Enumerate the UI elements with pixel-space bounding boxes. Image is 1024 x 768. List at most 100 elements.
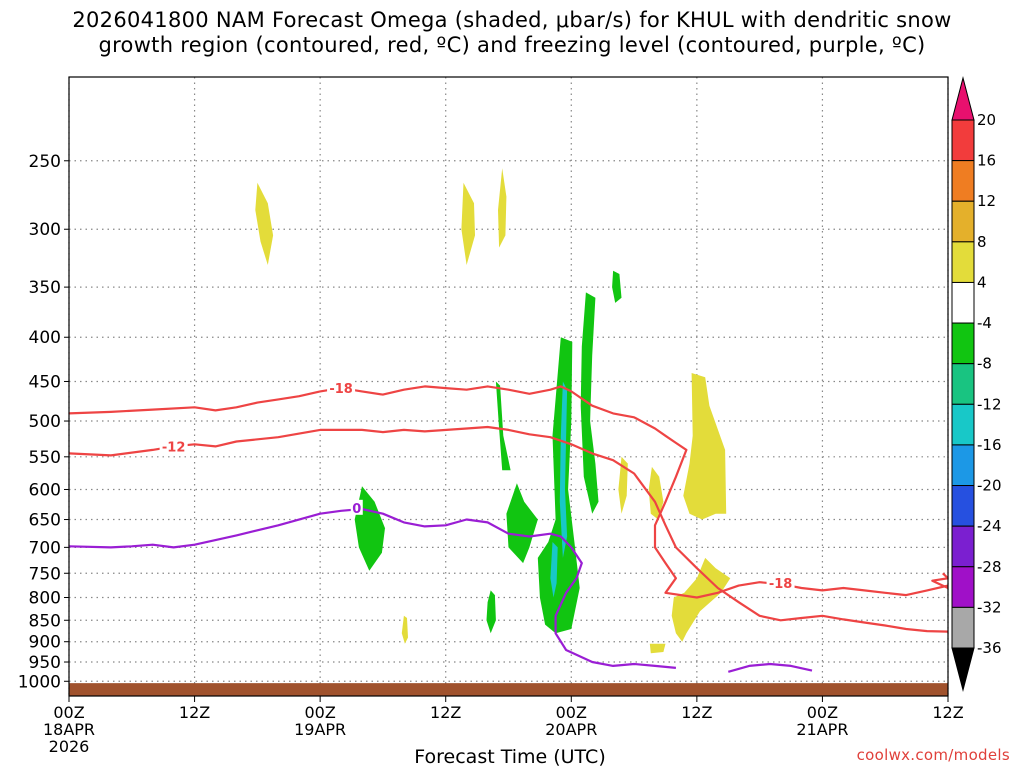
omega-region-7 xyxy=(354,486,385,571)
freezing-contour-label-0: 0 xyxy=(352,502,361,517)
colorbar-label-0: 20 xyxy=(977,111,996,129)
colorbar-label-11: -28 xyxy=(977,558,1002,576)
colorbar-label-6: -8 xyxy=(977,355,992,373)
chart-title-line-1: 2026041800 NAM Forecast Omega (shaded, μ… xyxy=(72,8,952,32)
colorbar-segment-7 xyxy=(951,403,975,446)
x-tick-label-24-0: 00Z xyxy=(304,703,335,722)
x-tick-label-48-1: 20APR xyxy=(545,720,597,739)
y-tick-label-1000: 1000 xyxy=(18,672,61,692)
colorbar-label-13: -36 xyxy=(977,639,1002,657)
colorbar-segment-1 xyxy=(951,160,975,202)
y-tick-label-800: 800 xyxy=(29,588,61,608)
y-axis-ticks: 2503003504004505005506006507007508008509… xyxy=(18,152,69,692)
omega-region-9 xyxy=(486,590,496,634)
omega-region-3 xyxy=(612,270,622,303)
omega-region-16 xyxy=(649,643,666,654)
freezing-contour-0 xyxy=(69,507,677,669)
omega-region-13 xyxy=(671,557,731,642)
plot-frame xyxy=(68,76,949,697)
temperature-contour-label-1: -12 xyxy=(162,440,186,455)
x-tick-label-48-0: 00Z xyxy=(556,703,587,722)
y-tick-label-950: 950 xyxy=(29,653,61,673)
y-tick-label-650: 650 xyxy=(29,511,61,531)
omega-region-8 xyxy=(506,483,538,564)
temperature-contour-label-2: -18 xyxy=(769,577,793,592)
temperature-contour-label-bg-0 xyxy=(327,380,356,396)
x-tick-label-60-0: 12Z xyxy=(681,703,712,722)
colorbar-label-12: -32 xyxy=(977,598,1002,616)
omega-region-15 xyxy=(618,456,628,514)
y-tick-label-250: 250 xyxy=(29,152,61,172)
freezing-contour-1 xyxy=(728,662,813,673)
omega-region-12 xyxy=(683,373,727,520)
x-tick-label-24-1: 19APR xyxy=(294,720,346,739)
temperature-contour-0 xyxy=(69,385,948,599)
colorbar-segment-10 xyxy=(951,525,975,568)
y-tick-label-400: 400 xyxy=(29,328,61,348)
x-axis-label: Forecast Time (UTC) xyxy=(414,746,606,768)
temperature-contour-label-bg-1 xyxy=(159,438,188,454)
colorbar-top-arrow xyxy=(951,76,975,121)
omega-region-10 xyxy=(559,381,568,558)
x-tick-label-72-0: 00Z xyxy=(807,703,838,722)
y-tick-label-300: 300 xyxy=(29,220,61,240)
colorbar-label-9: -20 xyxy=(977,477,1002,495)
colorbar-label-5: -4 xyxy=(977,314,992,332)
colorbar-label-2: 12 xyxy=(977,192,996,210)
colorbar-segment-0 xyxy=(951,119,975,162)
terrain-fill xyxy=(69,683,948,696)
y-tick-label-450: 450 xyxy=(29,372,61,392)
colorbar-label-1: 16 xyxy=(977,152,996,170)
colorbar-segment-12 xyxy=(951,606,975,649)
x-tick-label-0-0: 00Z xyxy=(53,703,84,722)
contours: -18 -12 -18 0 xyxy=(69,380,948,673)
y-tick-label-850: 850 xyxy=(29,611,61,631)
colorbar-segment-11 xyxy=(951,566,975,608)
colorbar-segment-4 xyxy=(951,281,975,324)
x-tick-label-12-0: 12Z xyxy=(179,703,210,722)
grid-layer xyxy=(68,77,949,696)
colorbar-label-7: -12 xyxy=(977,395,1002,413)
omega-region-14 xyxy=(648,466,664,520)
y-tick-label-700: 700 xyxy=(29,538,61,558)
x-tick-label-84-0: 12Z xyxy=(932,703,963,722)
terrain xyxy=(69,683,948,696)
colorbar: 20 16 12 8 4 -4 -8 -12 -16 -20 -24 -28 -32 -36 xyxy=(951,76,1002,692)
omega-region-0 xyxy=(255,182,274,265)
colorbar-segment-8 xyxy=(951,444,975,487)
y-tick-label-350: 350 xyxy=(29,278,61,298)
y-tick-label-550: 550 xyxy=(29,448,61,468)
colorbar-segment-2 xyxy=(951,200,975,243)
omega-region-17 xyxy=(401,615,408,644)
colorbar-segment-3 xyxy=(951,241,975,283)
x-tick-label-0-1: 18APR xyxy=(43,720,95,739)
temperature-contour-2 xyxy=(931,572,948,589)
chart-title-line-2: growth region (contoured, red, ºC) and f… xyxy=(98,33,926,57)
x-tick-label-36-0: 12Z xyxy=(430,703,461,722)
omega-region-1 xyxy=(461,182,475,265)
colorbar-segment-5 xyxy=(951,322,975,365)
colorbar-label-10: -24 xyxy=(977,517,1002,535)
x-tick-label-0-2: 2026 xyxy=(49,737,90,756)
omega-region-5 xyxy=(537,337,580,634)
x-tick-label-72-1: 21APR xyxy=(796,720,848,739)
colorbar-segment-9 xyxy=(951,485,975,527)
y-tick-label-750: 750 xyxy=(29,564,61,584)
omega-region-2 xyxy=(498,168,507,248)
omega-region-6 xyxy=(495,381,511,471)
y-tick-label-600: 600 xyxy=(29,480,61,500)
colorbar-label-3: 8 xyxy=(977,233,987,251)
source-credit[interactable]: coolwx.com/models xyxy=(856,746,1010,764)
chart-title: 2026041800 NAM Forecast Omega (shaded, μ… xyxy=(0,8,1024,58)
freezing-contour-label-bg-0 xyxy=(350,499,363,515)
temperature-contour-label-bg-2 xyxy=(766,575,795,591)
colorbar-label-8: -16 xyxy=(977,436,1002,454)
y-tick-label-900: 900 xyxy=(29,633,61,653)
colorbar-label-4: 4 xyxy=(977,273,987,291)
colorbar-bottom-arrow xyxy=(951,647,975,692)
colorbar-segment-6 xyxy=(951,363,975,405)
temperature-contour-label-0: -18 xyxy=(329,382,353,397)
omega-region-11 xyxy=(550,542,558,598)
